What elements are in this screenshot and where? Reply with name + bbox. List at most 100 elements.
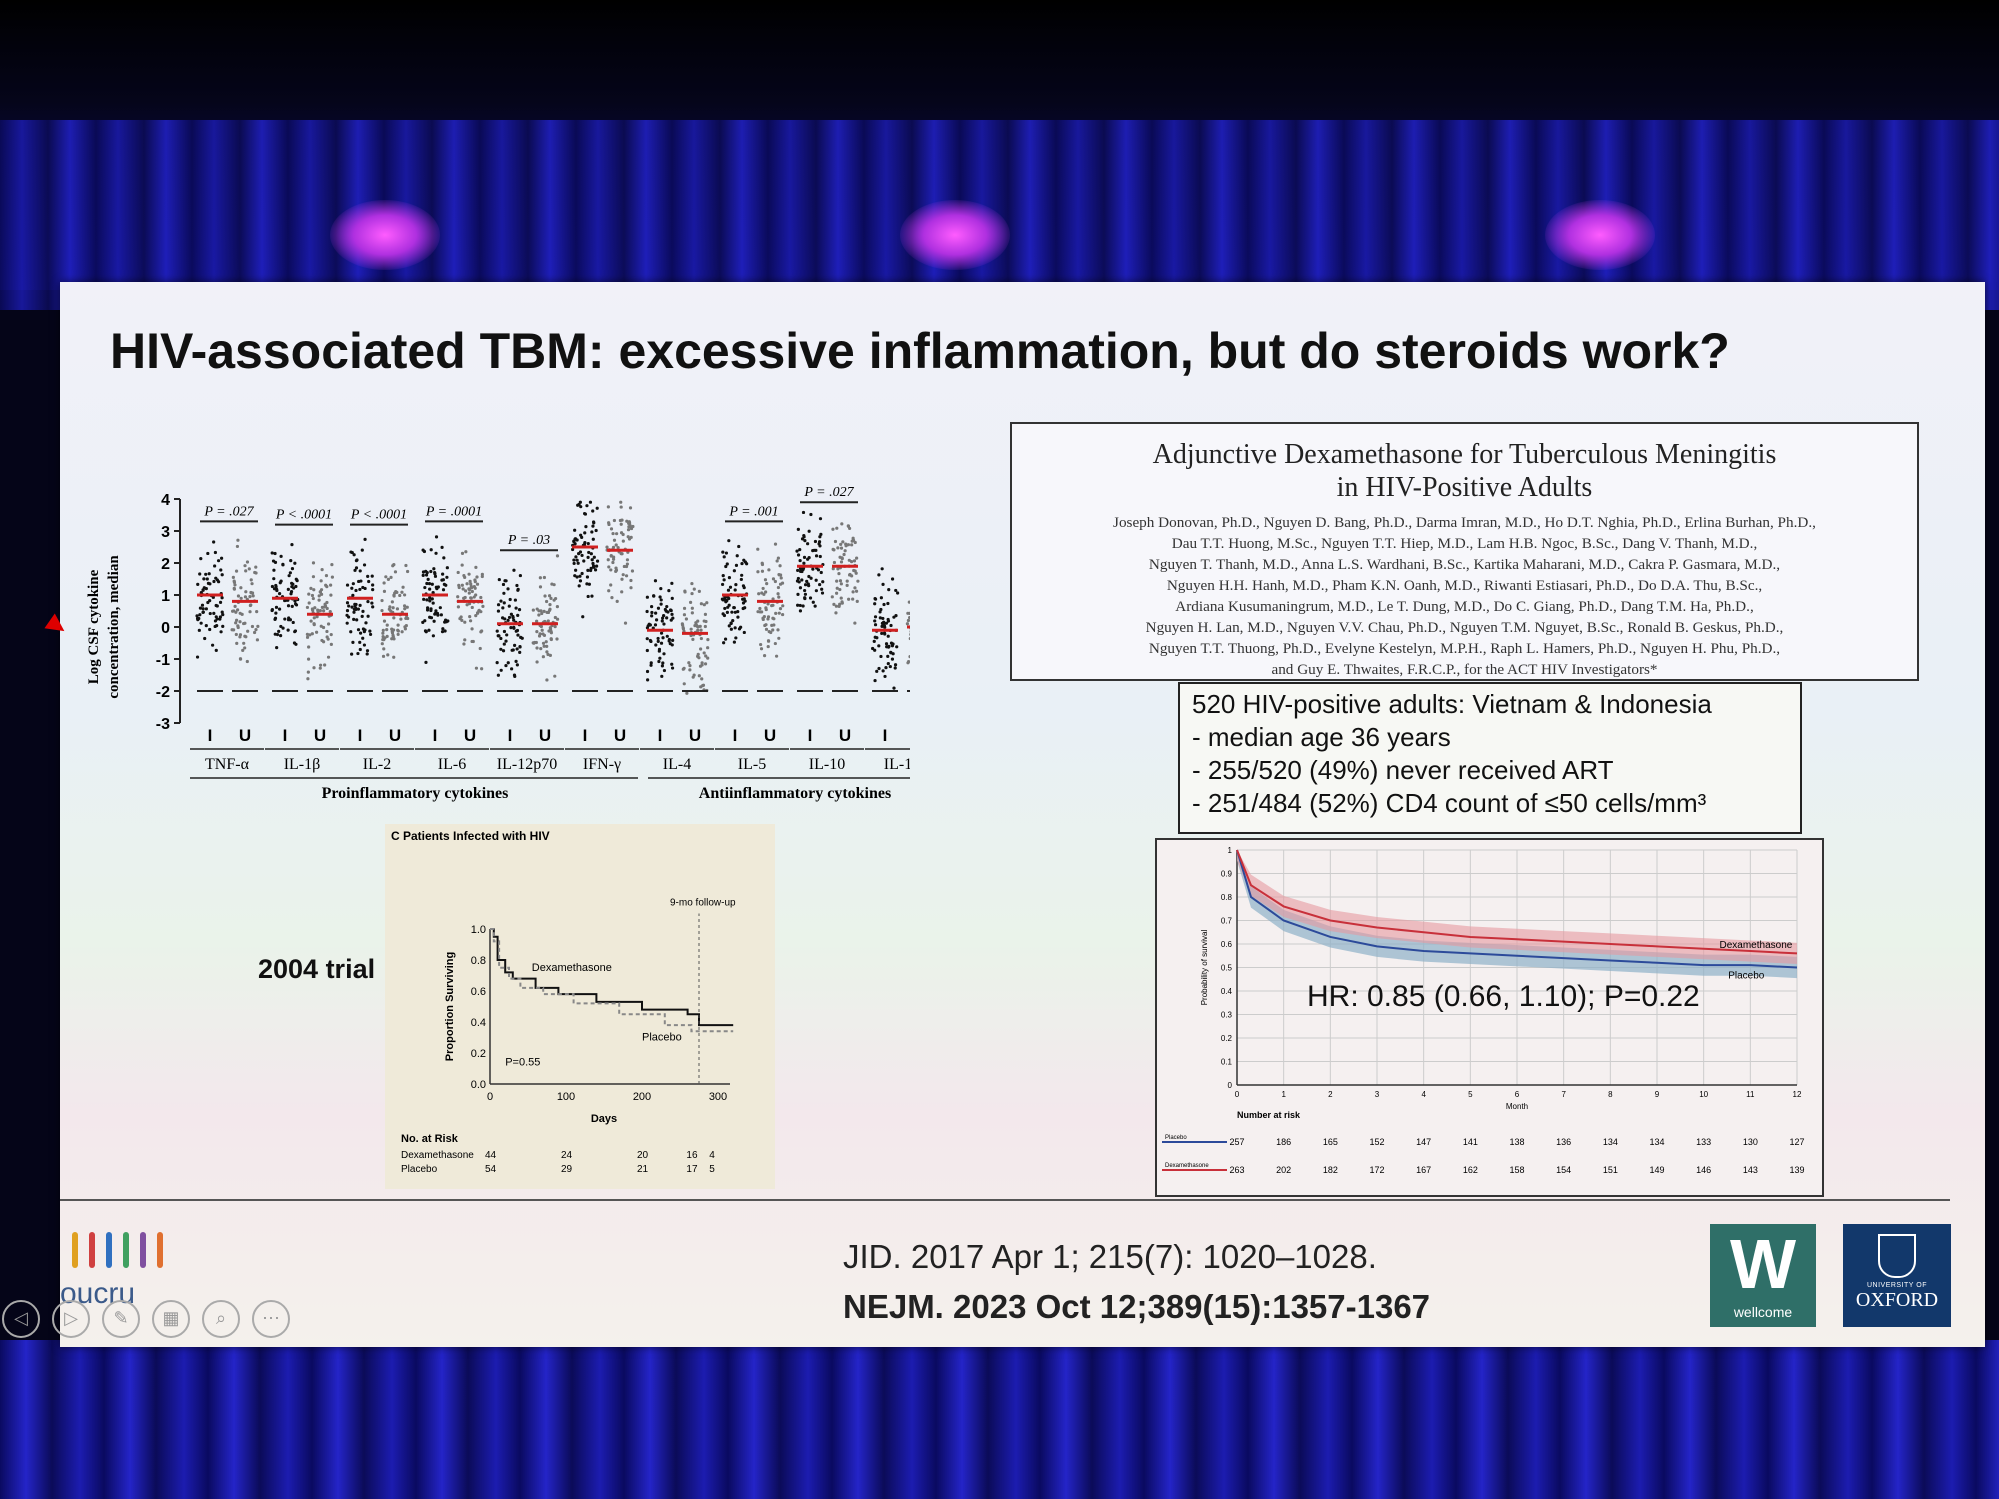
- data-dot: [220, 596, 224, 600]
- data-dot: [400, 590, 404, 594]
- data-dot: [657, 647, 662, 651]
- data-dot: [515, 583, 519, 588]
- data-dot: [508, 597, 512, 602]
- data-dot: [856, 579, 860, 583]
- previous-slide-icon[interactable]: ◁: [2, 1300, 40, 1338]
- data-dot: [200, 603, 205, 607]
- data-dot: [308, 633, 312, 637]
- data-dot: [612, 518, 617, 523]
- data-dot: [723, 596, 727, 600]
- data-dot: [290, 604, 294, 609]
- data-dot: [387, 607, 391, 611]
- data-dot: [382, 581, 386, 585]
- data-dot: [764, 607, 768, 612]
- x-sub-label: U: [464, 726, 476, 745]
- data-dot: [238, 620, 242, 624]
- data-dot: [351, 582, 355, 586]
- data-dot: [345, 613, 349, 617]
- data-dot: [321, 625, 326, 630]
- data-dot: [460, 563, 464, 567]
- data-dot: [621, 573, 625, 577]
- data-dot: [688, 668, 692, 672]
- data-dot: [813, 539, 818, 544]
- data-dot: [198, 613, 202, 617]
- risk-value: 263: [1229, 1165, 1244, 1175]
- data-dot: [609, 527, 614, 531]
- more-options-icon[interactable]: ⋯: [252, 1300, 290, 1338]
- data-dot: [660, 664, 664, 668]
- data-dot: [732, 569, 736, 573]
- y-tick-label: -3: [156, 716, 170, 733]
- y-tick-label: 0.6: [1221, 940, 1233, 949]
- data-dot: [840, 601, 844, 605]
- data-dot: [199, 556, 203, 561]
- data-dot: [382, 647, 386, 651]
- data-dot: [312, 622, 316, 627]
- data-dot: [232, 628, 236, 632]
- data-dot: [575, 538, 579, 542]
- data-dot: [201, 610, 205, 614]
- data-dot: [326, 655, 331, 659]
- data-dot: [426, 606, 430, 610]
- data-dot: [316, 610, 320, 614]
- data-dot: [204, 607, 208, 611]
- data-dot: [881, 582, 885, 587]
- data-dot: [252, 630, 257, 635]
- x-sub-label: U: [764, 726, 776, 745]
- y-tick-label: 0: [161, 620, 170, 637]
- data-dot: [630, 569, 635, 573]
- risk-value: 127: [1789, 1137, 1804, 1147]
- data-dot: [776, 628, 780, 632]
- data-dot: [766, 644, 770, 649]
- data-dot: [423, 629, 428, 633]
- data-dot: [351, 640, 355, 644]
- data-dot: [510, 648, 514, 652]
- data-dot: [887, 588, 891, 592]
- pen-icon[interactable]: ✎: [102, 1300, 140, 1338]
- data-dot: [345, 601, 350, 605]
- zoom-icon[interactable]: ⌕: [202, 1300, 240, 1338]
- data-dot: [682, 682, 686, 686]
- data-dot: [763, 623, 767, 628]
- data-dot: [351, 593, 355, 598]
- data-dot: [431, 601, 435, 605]
- data-dot: [906, 661, 910, 665]
- author-line: and Guy E. Thwaites, F.R.C.P., for the A…: [1271, 661, 1658, 678]
- risk-value: 158: [1509, 1165, 1524, 1175]
- data-dot: [880, 624, 884, 628]
- data-dot: [855, 556, 859, 560]
- grid-view-icon[interactable]: ▦: [152, 1300, 190, 1338]
- data-dot: [590, 530, 594, 534]
- p-value-label: P = .027: [203, 504, 254, 519]
- data-dot: [839, 542, 843, 546]
- data-dot: [215, 624, 219, 628]
- data-dot: [468, 619, 473, 623]
- fact-line: - 255/520 (49%) never received ART: [1192, 755, 1614, 785]
- dexamethasone-curve: [490, 928, 734, 1027]
- data-dot: [660, 674, 664, 678]
- data-dot: [723, 606, 727, 611]
- data-dot: [607, 522, 611, 527]
- placebo-curve: [490, 928, 734, 1033]
- data-dot: [204, 572, 208, 576]
- data-dot: [773, 542, 778, 546]
- data-dot: [616, 545, 620, 550]
- data-dot: [811, 567, 815, 571]
- data-dot: [470, 605, 474, 610]
- data-dot: [315, 615, 319, 619]
- x-tick-label: 2: [1328, 1090, 1333, 1099]
- data-dot: [512, 618, 516, 622]
- y-tick-label: 0.2: [471, 1048, 486, 1060]
- data-dot: [328, 609, 332, 614]
- data-dot: [516, 587, 520, 591]
- data-dot: [889, 651, 893, 655]
- data-dot: [512, 568, 516, 572]
- data-dot: [356, 651, 360, 656]
- data-dot: [873, 597, 877, 601]
- data-dot: [894, 588, 898, 593]
- next-slide-icon[interactable]: ▷: [52, 1300, 90, 1338]
- risk-value: 147: [1416, 1137, 1431, 1147]
- hazard-ratio-text: HR: 0.85 (0.66, 1.10); P=0.22: [1307, 980, 1700, 1013]
- data-dot: [305, 605, 310, 610]
- data-dot: [883, 674, 887, 679]
